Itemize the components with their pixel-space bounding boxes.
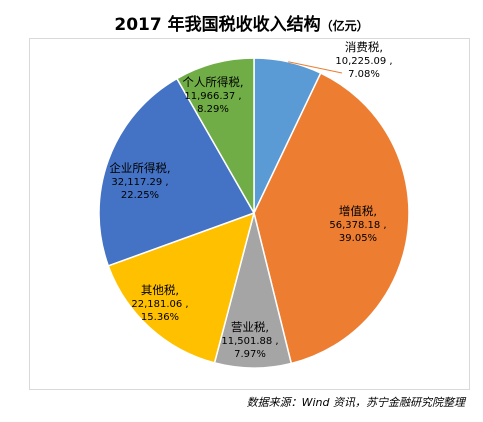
pie-slice-2 bbox=[253, 72, 410, 365]
chart-unit: （亿元） bbox=[320, 19, 369, 33]
slice-label-5: 企业所得税, 32,117.29 , 22.25% bbox=[109, 161, 170, 201]
chart-title-text: 2017 年我国税收收入结构 bbox=[114, 15, 321, 35]
slice-label-1: 消费税, 10,225.09 , 7.08% bbox=[335, 40, 392, 80]
pie-slice-5 bbox=[98, 77, 256, 267]
source-note: 数据来源：Wind 资讯，苏宁金融研究院整理 bbox=[246, 396, 465, 409]
slice-label-4: 其他税, 22,181.06 , 15.36% bbox=[131, 283, 188, 323]
pie-slice-4 bbox=[107, 211, 256, 364]
slice-label-2: 增值税, 56,378.18 , 39.05% bbox=[329, 204, 386, 244]
pie-slice-6 bbox=[175, 57, 255, 216]
plot-area bbox=[29, 38, 470, 390]
slice-label-3: 营业税, 11,501.88 , 7.97% bbox=[221, 320, 278, 360]
leader-line bbox=[288, 61, 343, 74]
slice-label-6: 个人所得税, 11,966.37 , 8.29% bbox=[182, 75, 243, 115]
chart-title: 2017 年我国税收收入结构（亿元） bbox=[0, 10, 483, 35]
